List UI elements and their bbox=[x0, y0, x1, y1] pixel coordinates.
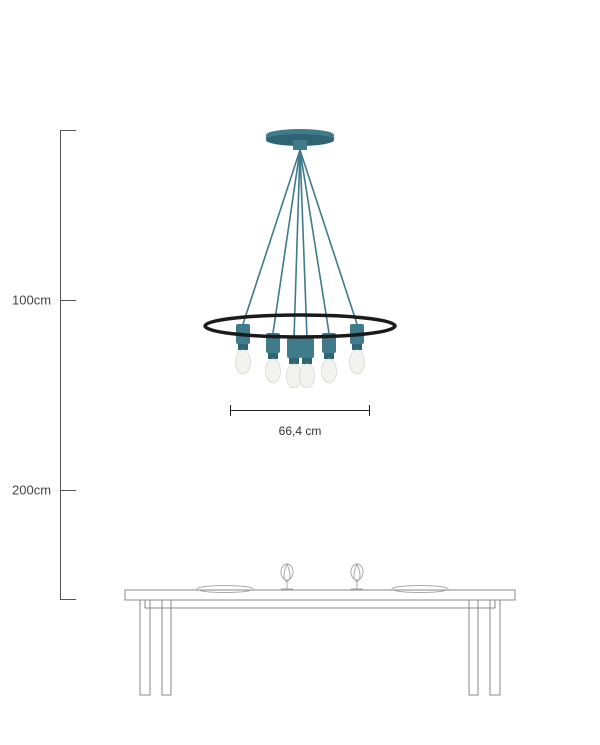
pendant-lamp bbox=[195, 128, 405, 388]
scale-label-100: 100cm bbox=[12, 293, 58, 308]
bulb-1 bbox=[236, 324, 251, 374]
bulb-4 bbox=[300, 338, 315, 388]
bulb-5 bbox=[322, 333, 337, 383]
dining-table bbox=[120, 550, 520, 700]
dining-table-svg bbox=[120, 550, 520, 700]
dimension-end-left bbox=[230, 405, 231, 416]
pendant-lamp-svg bbox=[195, 128, 405, 388]
bulb-3 bbox=[287, 338, 302, 388]
diagram-stage: 100cm 200cm bbox=[0, 0, 600, 745]
vertical-scale-axis bbox=[60, 130, 61, 600]
dimension-end-right bbox=[369, 405, 370, 416]
scale-tick-100 bbox=[60, 300, 76, 301]
width-dimension-label: 66,4 cm bbox=[230, 424, 370, 438]
scale-tick-200 bbox=[60, 490, 76, 491]
scale-label-200: 200cm bbox=[12, 483, 58, 498]
bulb-6 bbox=[350, 324, 365, 374]
bulb-2 bbox=[266, 333, 281, 383]
dimension-line bbox=[230, 410, 370, 411]
